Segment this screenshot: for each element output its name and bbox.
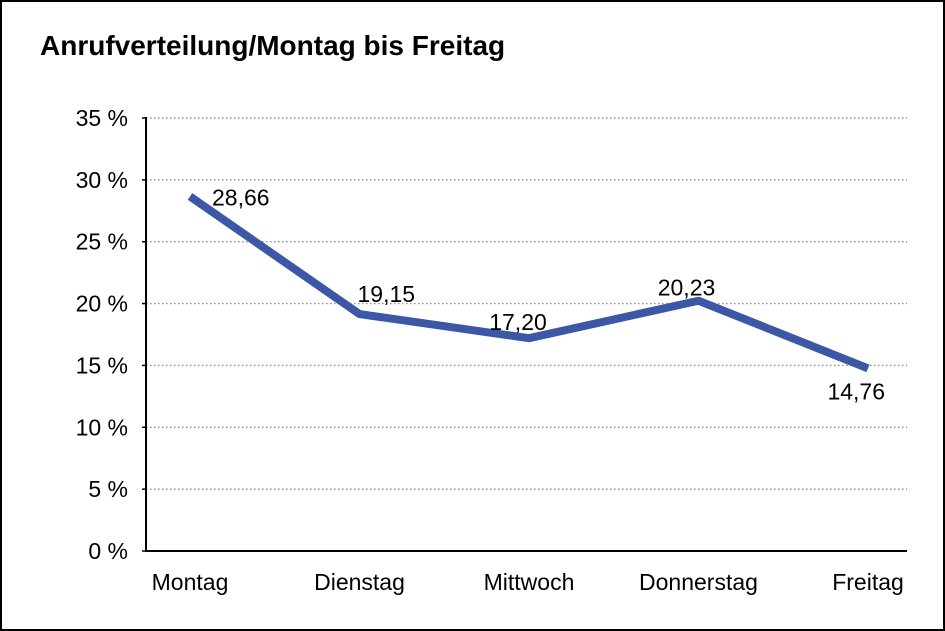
chart-title: Anrufverteilung/Montag bis Freitag [40, 30, 506, 61]
x-category-label: Mittwoch [484, 569, 575, 595]
x-category-label: Freitag [832, 569, 904, 595]
x-category-label: Dienstag [314, 569, 405, 595]
y-tick-label: 0 % [88, 538, 128, 564]
data-value-label: 14,76 [827, 378, 885, 404]
x-axis-labels: Montag Dienstag Mittwoch Donnerstag Freitag [152, 569, 904, 595]
data-series [187, 193, 870, 373]
y-tick-label: 15 % [76, 352, 128, 378]
y-tick-label: 25 % [76, 229, 128, 255]
y-axis-labels: 0 % 5 % 10 % 15 % 20 % 25 % 30 % 35 % [76, 105, 128, 564]
y-tick-label: 10 % [76, 414, 128, 440]
data-value-labels: 28,66 19,15 17,20 20,23 14,76 [212, 184, 885, 404]
y-tick-label: 5 % [88, 476, 128, 502]
data-value-label: 17,20 [489, 309, 547, 335]
data-value-label: 19,15 [358, 281, 416, 307]
gridlines [146, 117, 907, 490]
x-category-label: Montag [152, 569, 229, 595]
data-value-label: 28,66 [212, 184, 270, 210]
data-value-label: 20,23 [658, 275, 716, 301]
data-line [187, 193, 870, 373]
y-tick-label: 35 % [76, 105, 128, 131]
y-tick-label: 20 % [76, 291, 128, 317]
axes [145, 117, 907, 552]
y-tick-label: 30 % [76, 167, 128, 193]
x-category-label: Donnerstag [639, 569, 758, 595]
